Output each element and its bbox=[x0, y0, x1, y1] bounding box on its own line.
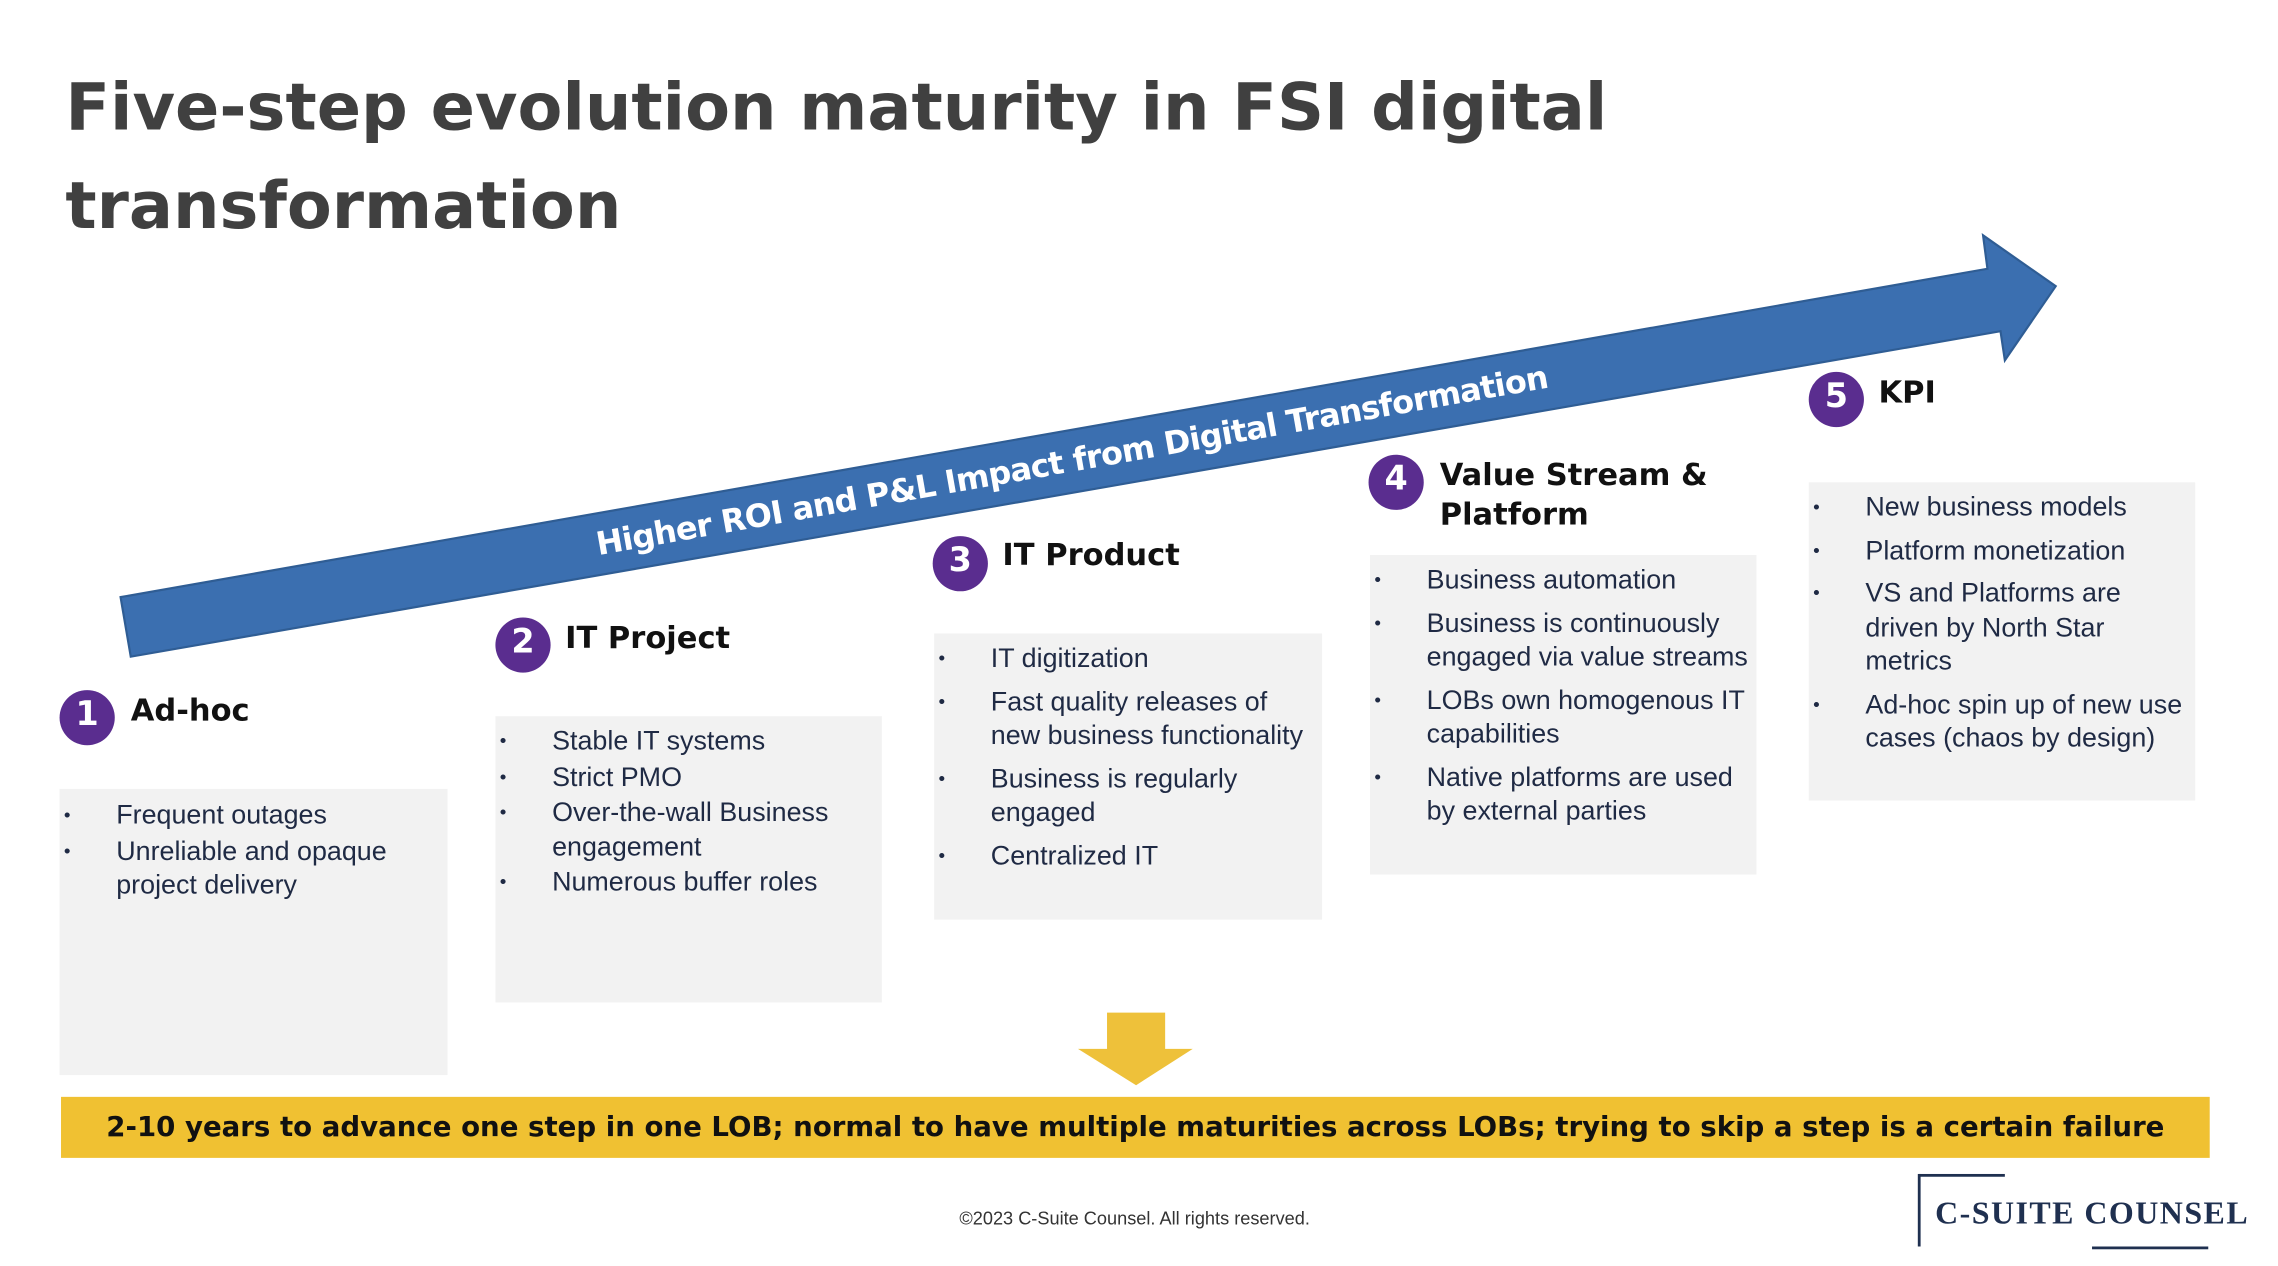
bullet: New business models bbox=[1809, 490, 2190, 524]
slide-title: Five-step evolution maturity in FSI digi… bbox=[65, 68, 1608, 245]
footer: ©2023 C-Suite Counsel. All rights reserv… bbox=[959, 1208, 1310, 1230]
bullet: Over-the-wall Business engagement bbox=[495, 795, 876, 863]
bullet: VS and Platforms are driven by North Sta… bbox=[1809, 575, 2190, 677]
banner: 2-10 years to advance one step in one LO… bbox=[61, 1096, 2210, 1158]
step-number: 1 bbox=[59, 690, 115, 746]
bullet: Frequent outages bbox=[60, 798, 442, 832]
bullet: Business is continuously engaged via val… bbox=[1370, 605, 1751, 673]
step-title: Value Stream & Platform bbox=[1439, 457, 1708, 532]
step-box: Frequent outagesUnreliable and opaque pr… bbox=[59, 788, 448, 1076]
step-number: 3 bbox=[932, 536, 988, 592]
bullet-list: Frequent outagesUnreliable and opaque pr… bbox=[60, 798, 442, 902]
bullet: Unreliable and opaque project delivery bbox=[60, 833, 442, 901]
bullet: Business is regularly engaged bbox=[934, 761, 1316, 829]
bullet-list: New business models Platform monetization… bbox=[1809, 490, 2190, 755]
step-title: Ad-hoc bbox=[130, 692, 250, 728]
bullet: Strict PMO bbox=[495, 759, 876, 793]
step-number: 5 bbox=[1808, 371, 1864, 428]
bullet: IT digitization bbox=[934, 641, 1316, 675]
growth-arrow bbox=[119, 233, 2058, 658]
step-box: New business models Platform monetization… bbox=[1808, 482, 2196, 801]
step-box: Business automation Business is continuou… bbox=[1369, 554, 1757, 875]
step-box: Stable IT systemsStrict PMOOver-the-wall… bbox=[495, 716, 882, 1003]
bullet-list: IT digitization Fast quality releases of … bbox=[934, 641, 1316, 872]
bullet: Native platforms are used by external pa… bbox=[1370, 759, 1751, 827]
bullet-list: Stable IT systemsStrict PMOOver-the-wall… bbox=[495, 723, 876, 898]
logo: C-SUITE COUNSEL bbox=[1935, 1194, 2250, 1231]
step-title: IT Project bbox=[565, 620, 731, 656]
bullet: Business automation bbox=[1370, 562, 1751, 596]
bullet: Centralized IT bbox=[934, 838, 1316, 872]
logo-frame bbox=[1917, 1173, 2209, 1250]
bullet-list: Business automation Business is continuou… bbox=[1370, 562, 1751, 827]
step-title: KPI bbox=[1878, 374, 1936, 410]
step-box: IT digitization Fast quality releases of … bbox=[934, 633, 1323, 920]
bullet: Platform monetization bbox=[1809, 532, 2190, 566]
step-number: 4 bbox=[1368, 454, 1424, 510]
bullet: Ad-hoc spin up of new use cases (chaos b… bbox=[1809, 686, 2190, 754]
step-number: 2 bbox=[495, 617, 551, 673]
down-arrow bbox=[1077, 1012, 1193, 1086]
bullet: Stable IT systems bbox=[495, 723, 876, 757]
step-title: IT Product bbox=[1002, 537, 1180, 573]
bullet: Fast quality releases of new business fu… bbox=[934, 684, 1316, 752]
bullet: Numerous buffer roles bbox=[495, 864, 876, 898]
bullet: LOBs own homogenous IT capabilities bbox=[1370, 682, 1751, 750]
